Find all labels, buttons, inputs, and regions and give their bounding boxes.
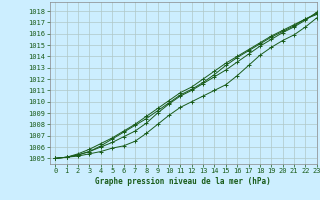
X-axis label: Graphe pression niveau de la mer (hPa): Graphe pression niveau de la mer (hPa)	[95, 177, 271, 186]
